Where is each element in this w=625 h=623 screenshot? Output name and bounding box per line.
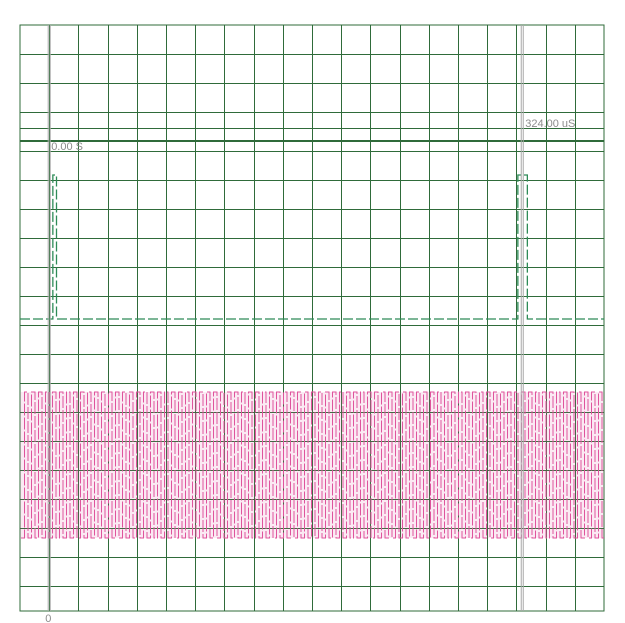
cursors: 0.00 S 324.00 uS: [47, 25, 575, 611]
signal-bottom-path: [21, 391, 604, 539]
signal-bottom-fill: [20, 392, 604, 538]
signal-top-trace: [20, 174, 604, 320]
cursor-a-label: 0.00 S: [51, 141, 83, 153]
signal-top-path: [20, 174, 604, 320]
x-tick-label: 0: [45, 613, 51, 623]
signal-bottom-trace: [20, 391, 604, 539]
cursor-b-label: 324.00 uS: [525, 118, 575, 130]
